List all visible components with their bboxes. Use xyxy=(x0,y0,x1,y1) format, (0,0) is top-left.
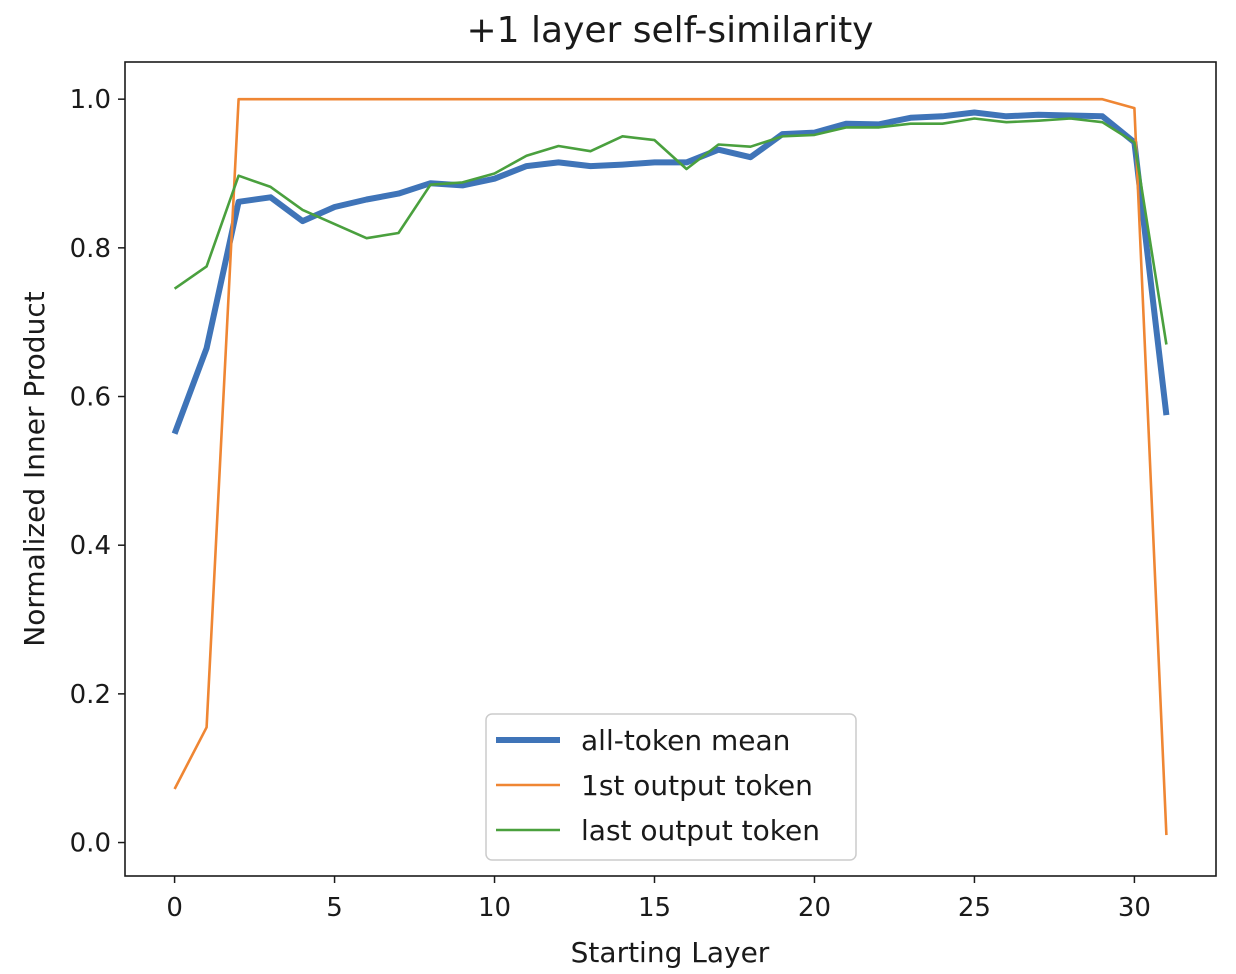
x-tick-label: 30 xyxy=(1118,893,1151,923)
y-tick-label: 1.0 xyxy=(70,85,111,115)
y-tick-label: 0.2 xyxy=(70,680,111,710)
legend-label: all-token mean xyxy=(581,724,790,757)
y-axis-ticks: 0.0 0.2 0.4 0.6 0.8 1.0 xyxy=(70,85,125,859)
x-axis-label: Starting Layer xyxy=(571,936,770,969)
x-tick-label: 10 xyxy=(478,893,511,923)
x-tick-label: 20 xyxy=(798,893,831,923)
series-line-all-token-mean xyxy=(171,109,1170,435)
legend-box xyxy=(485,713,857,861)
x-tick-label: 25 xyxy=(958,893,991,923)
legend-label: 1st output token xyxy=(581,769,813,802)
y-tick-label: 0.0 xyxy=(70,829,111,859)
x-tick-label: 5 xyxy=(326,893,343,923)
y-tick-label: 0.4 xyxy=(70,531,111,561)
chart-title: +1 layer self-similarity xyxy=(467,10,874,51)
series-line-last-output-token xyxy=(173,117,1168,345)
y-axis-label: Normalized Inner Product xyxy=(18,291,51,646)
y-tick-label: 0.6 xyxy=(70,383,111,413)
x-tick-label: 0 xyxy=(166,893,183,923)
legend: all-token mean 1st output token last outpu… xyxy=(485,713,857,861)
legend-items: all-token mean 1st output token last outpu… xyxy=(496,724,820,847)
x-tick-label: 15 xyxy=(638,893,671,923)
x-axis-ticks: 0 5 10 15 20 25 30 xyxy=(166,876,1151,923)
series-lines xyxy=(171,97,1170,836)
series-line-1st-output-token xyxy=(173,97,1168,836)
legend-label: last output token xyxy=(581,814,820,847)
y-tick-label: 0.8 xyxy=(70,234,111,264)
